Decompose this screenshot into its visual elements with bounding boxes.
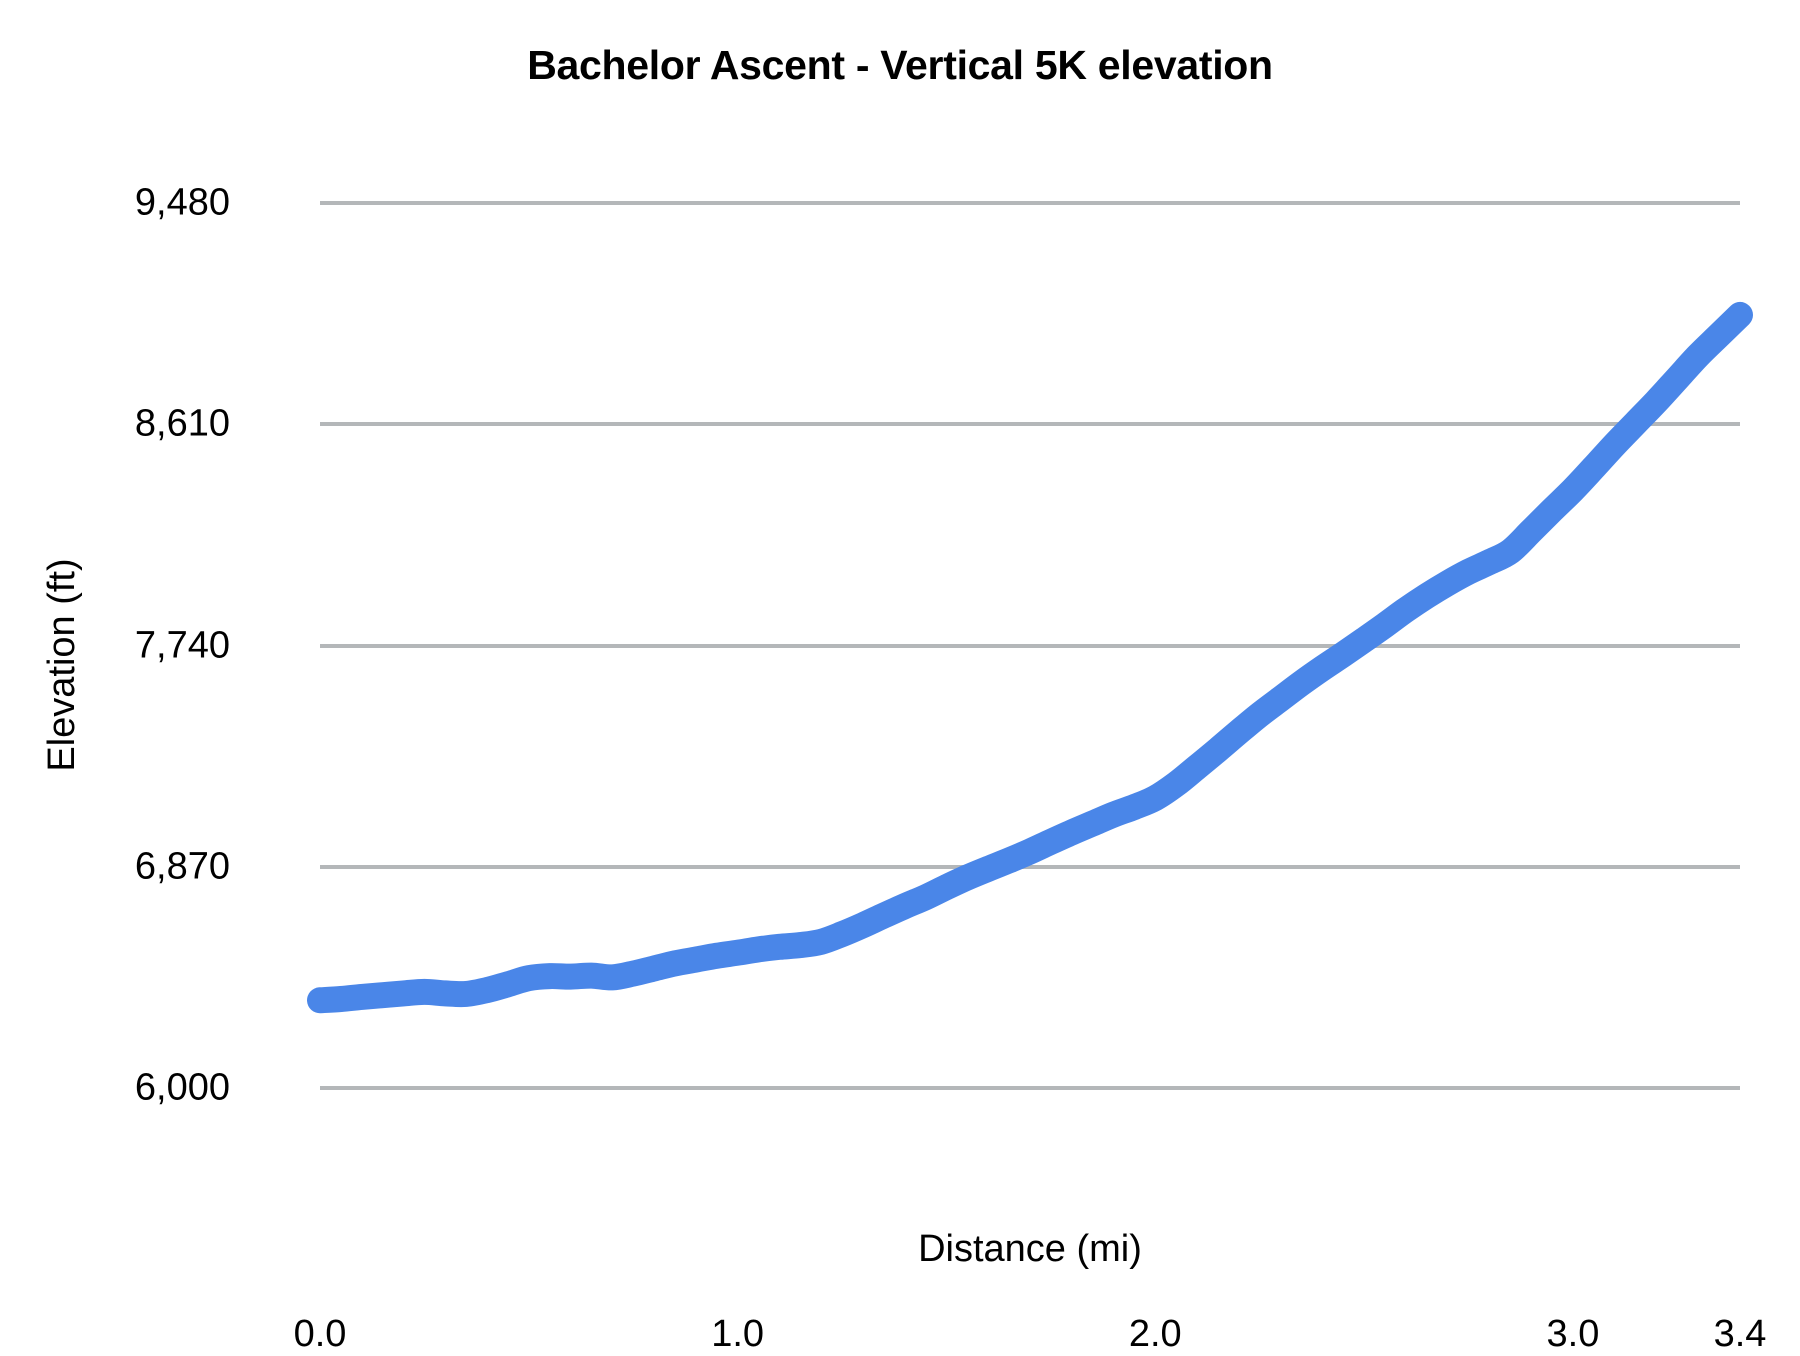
y-axis-tick-label: 6,000 — [134, 1066, 230, 1109]
y-axis-tick-label: 9,480 — [134, 181, 230, 224]
x-axis-tick-label: 3.0 — [1546, 1313, 1600, 1355]
gridline — [320, 864, 1740, 869]
x-axis-tick-label: 3.4 — [1713, 1313, 1767, 1355]
x-axis-title: Distance (mi) — [918, 1228, 1142, 1270]
y-axis-tick-label: 7,740 — [134, 624, 230, 666]
plot-area: 9,480 8,610 7,740 6,870 6,000 0.0 1.0 2.0 3.0 3.… — [135, 182, 1767, 1356]
elevation-series-line — [307, 301, 1753, 1014]
gridline — [320, 643, 1740, 648]
x-axis-tick-label: 1.0 — [711, 1313, 765, 1355]
y-axis-tick-label: 8,610 — [134, 402, 230, 445]
x-axis-tick-label: 2.0 — [1128, 1313, 1182, 1355]
y-axis-tick-label: 6,870 — [134, 845, 230, 888]
gridline — [320, 422, 1740, 427]
chart-title: Bachelor Ascent - Vertical 5K elevation — [527, 42, 1273, 88]
x-axis-tick-label: 0.0 — [293, 1313, 347, 1355]
gridline — [320, 201, 1740, 205]
gridline — [320, 1086, 1740, 1090]
